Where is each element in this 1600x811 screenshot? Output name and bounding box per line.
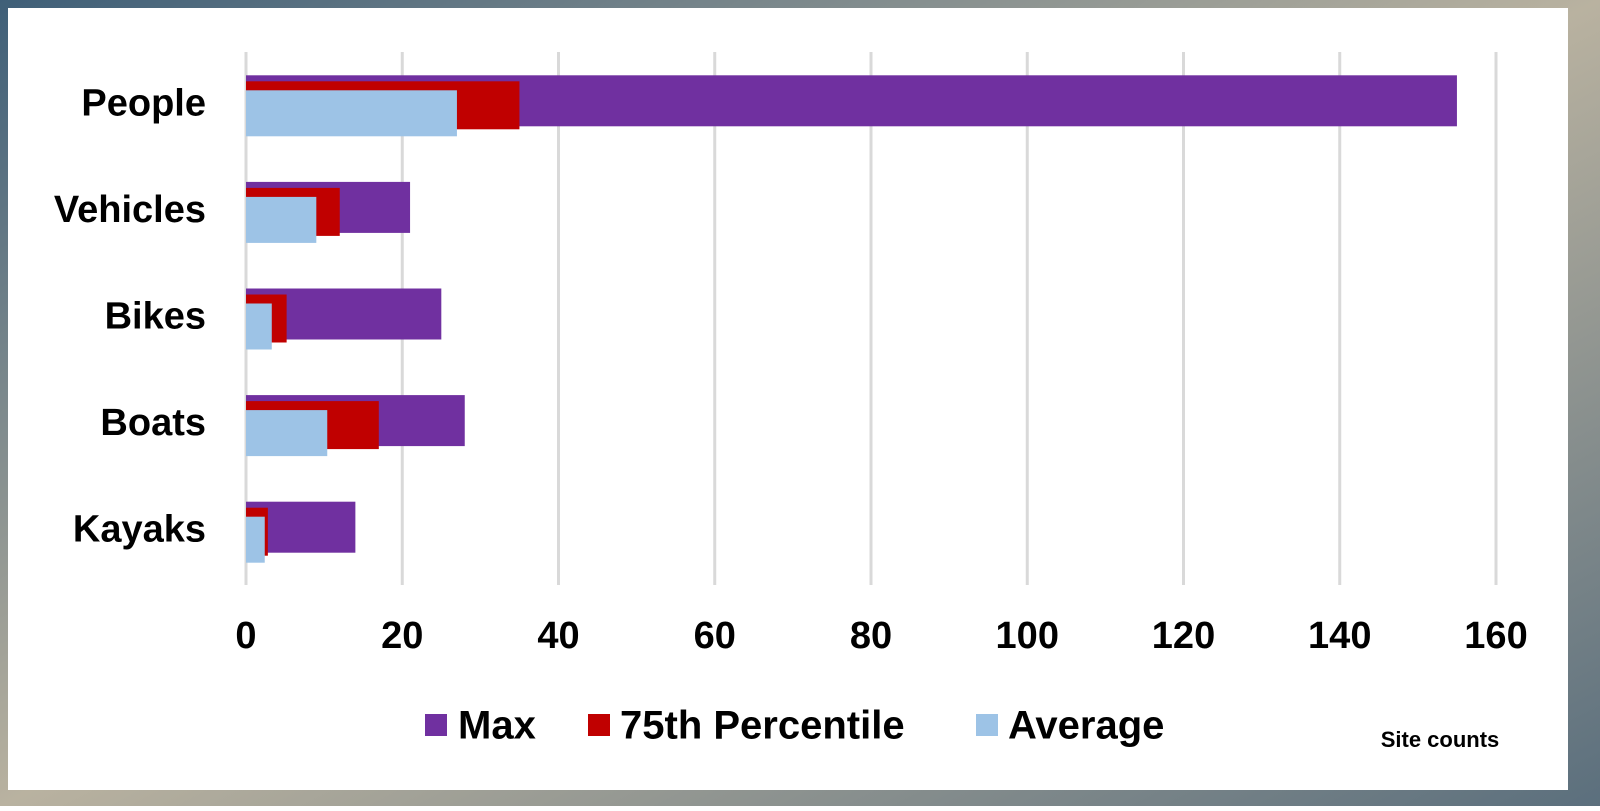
x-tick-label: 80 — [850, 615, 892, 657]
legend-label: 75th Percentile — [620, 704, 905, 748]
x-tick-label: 100 — [996, 615, 1059, 657]
bar — [246, 90, 457, 137]
legend-swatch — [425, 714, 447, 736]
x-tick-label: 120 — [1152, 615, 1215, 657]
x-tick-label: 40 — [537, 615, 579, 657]
y-tick-label: Boats — [100, 402, 206, 444]
x-tick-label: 140 — [1308, 615, 1371, 657]
x-tick-label: 0 — [235, 615, 256, 657]
x-tick-label: 20 — [381, 615, 423, 657]
legend-swatch — [588, 714, 610, 736]
y-tick-label: People — [81, 82, 206, 124]
bar — [246, 516, 265, 563]
y-tick-label: Bikes — [105, 296, 206, 338]
bar — [246, 303, 272, 350]
annotation: Site counts — [1381, 727, 1500, 752]
legend-label: Max — [458, 704, 536, 748]
y-tick-label: Kayaks — [73, 509, 206, 551]
x-tick-label: 160 — [1464, 615, 1527, 657]
legend-label: Average — [1008, 704, 1164, 748]
x-tick-label: 60 — [694, 615, 736, 657]
legend-swatch — [976, 714, 998, 736]
y-tick-label: Vehicles — [54, 189, 206, 231]
bar — [246, 196, 317, 243]
bar — [246, 410, 328, 457]
